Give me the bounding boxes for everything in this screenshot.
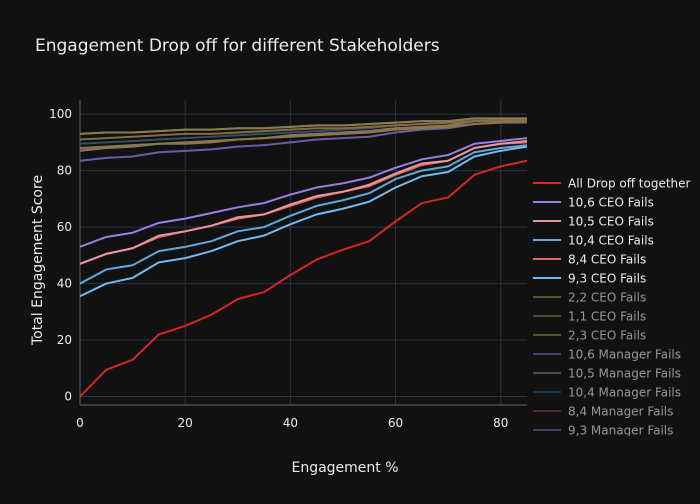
legend-item-10-6-manager-fails[interactable]: 10,6 Manager Fails bbox=[533, 348, 681, 362]
legend-item-8-4-manager-fails[interactable]: 8,4 Manager Fails bbox=[533, 405, 673, 419]
y-tick-label: 60 bbox=[57, 220, 72, 234]
legend-label: 9,3 Manager Fails bbox=[568, 424, 673, 438]
x-tick-label: 40 bbox=[283, 416, 298, 430]
legend-label: 2,2 CEO Fails bbox=[568, 291, 646, 305]
series-line-10-6-ceo-fails bbox=[80, 136, 527, 248]
y-tick-label: 100 bbox=[49, 107, 72, 121]
y-tick-label: 80 bbox=[57, 164, 72, 178]
x-tick-label: 20 bbox=[178, 416, 193, 430]
legend-label: 9,3 CEO Fails bbox=[568, 272, 646, 286]
legend-item-10-6-ceo-fails[interactable]: 10,6 CEO Fails bbox=[533, 196, 654, 210]
legend-label: 8,4 Manager Fails bbox=[568, 405, 673, 419]
legend-item-all-drop-off-together[interactable]: All Drop off together bbox=[533, 177, 691, 191]
series-line-2-2-ceo-fails bbox=[80, 117, 527, 135]
legend: All Drop off together 10,6 CEO Fails 10,5 … bbox=[533, 177, 691, 438]
legend-label: 10,5 Manager Fails bbox=[568, 367, 681, 381]
legend-label: 10,6 Manager Fails bbox=[568, 348, 681, 362]
legend-item-10-4-ceo-fails[interactable]: 10,4 CEO Fails bbox=[533, 234, 654, 248]
series-line-8-4-ceo-fails bbox=[80, 141, 527, 265]
legend-label: All Drop off together bbox=[568, 177, 691, 191]
legend-label: 10,4 Manager Fails bbox=[568, 386, 681, 400]
axes: 0 20 40 60 80 0 20 40 60 80 100 bbox=[49, 100, 527, 430]
legend-item-2-2-ceo-fails[interactable]: 2,2 CEO Fails bbox=[533, 291, 646, 305]
series-line-9-3-ceo-fails bbox=[80, 145, 527, 298]
legend-label: 2,3 CEO Fails bbox=[568, 329, 646, 343]
x-tick-label: 0 bbox=[76, 416, 84, 430]
x-tick-label: 80 bbox=[493, 416, 508, 430]
legend-label: 1,1 CEO Fails bbox=[568, 310, 646, 324]
legend-item-1-1-ceo-fails[interactable]: 1,1 CEO Fails bbox=[533, 310, 646, 324]
legend-item-2-3-ceo-fails[interactable]: 2,3 CEO Fails bbox=[533, 329, 646, 343]
series-line-all-drop-off-together bbox=[80, 159, 527, 398]
chart-title: Engagement Drop off for different Stakeh… bbox=[35, 36, 440, 56]
legend-item-10-5-manager-fails[interactable]: 10,5 Manager Fails bbox=[533, 367, 681, 381]
series-line-10-4-ceo-fails bbox=[80, 143, 527, 285]
legend-label: 10,6 CEO Fails bbox=[568, 196, 654, 210]
y-tick-label: 20 bbox=[57, 333, 72, 347]
series-lines bbox=[80, 117, 527, 398]
legend-item-10-4-manager-fails[interactable]: 10,4 Manager Fails bbox=[533, 386, 681, 400]
y-axis-title: Total Engagement Score bbox=[30, 175, 46, 346]
legend-label: 10,5 CEO Fails bbox=[568, 215, 654, 229]
x-tick-label: 60 bbox=[388, 416, 403, 430]
series-line-2-3-ceo-fails bbox=[80, 120, 527, 150]
series-line-1-1-ceo-fails bbox=[80, 118, 527, 141]
y-tick-label: 0 bbox=[64, 390, 72, 404]
x-axis-title: Engagement % bbox=[291, 460, 398, 476]
series-line-10-5-ceo-fails bbox=[80, 139, 527, 265]
legend-item-8-4-ceo-fails[interactable]: 8,4 CEO Fails bbox=[533, 253, 646, 267]
y-tick-label: 40 bbox=[57, 277, 72, 291]
legend-item-9-3-manager-fails[interactable]: 9,3 Manager Fails bbox=[533, 424, 673, 438]
legend-label: 8,4 CEO Fails bbox=[568, 253, 646, 267]
legend-label: 10,4 CEO Fails bbox=[568, 234, 654, 248]
legend-item-10-5-ceo-fails[interactable]: 10,5 CEO Fails bbox=[533, 215, 654, 229]
legend-item-9-3-ceo-fails[interactable]: 9,3 CEO Fails bbox=[533, 272, 646, 286]
